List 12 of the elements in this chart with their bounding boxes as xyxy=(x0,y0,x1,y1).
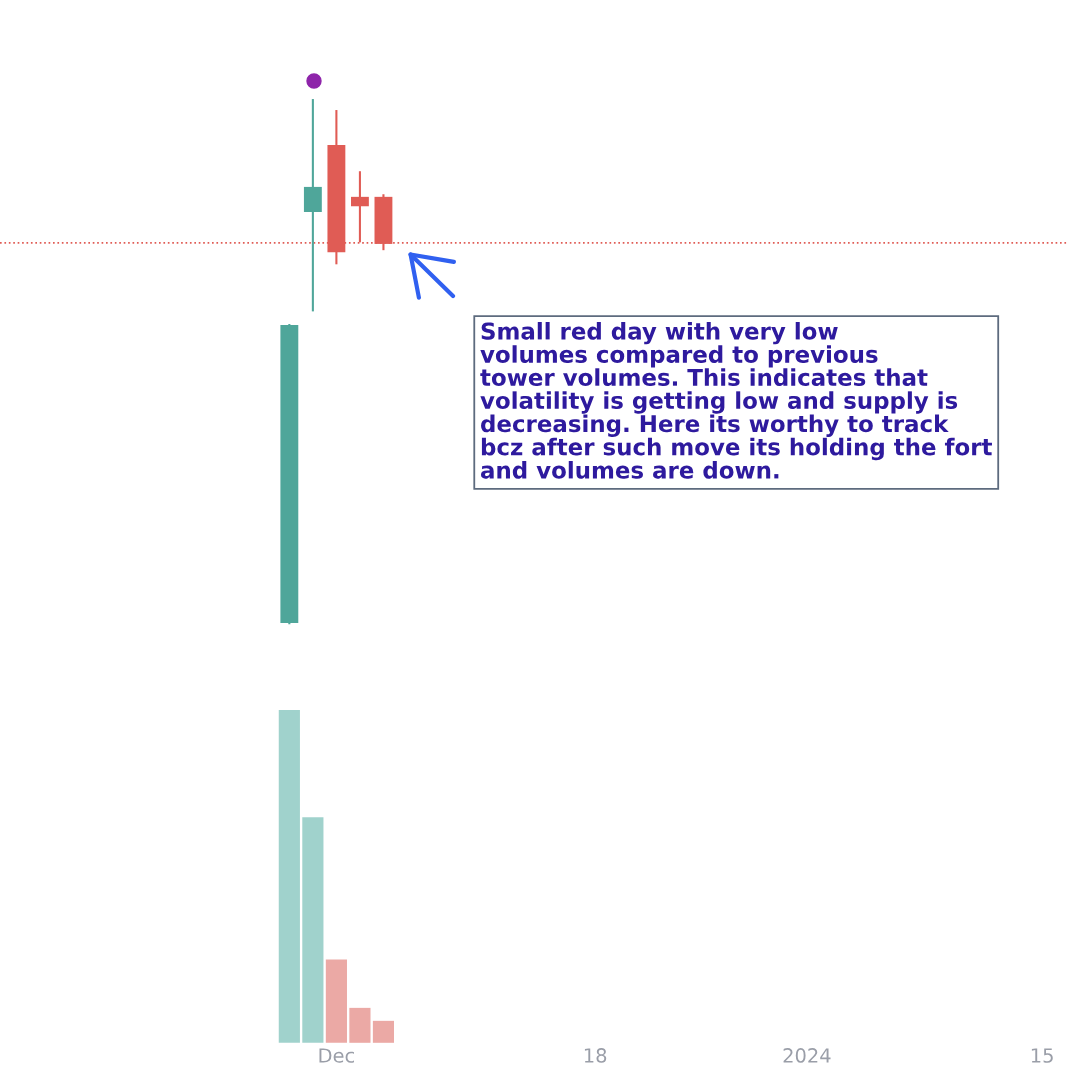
x-tick-label: 15 xyxy=(1031,1048,1053,1063)
bar xyxy=(302,817,324,1043)
bar xyxy=(349,1007,371,1043)
text: Small red day with very low volumes compared to previous tower volumes. This indicates that volatility is getting low and supply is decreasing. Here its worthy to track bcz after such move its holding the fort and volumes are down. xyxy=(480,322,992,479)
bar xyxy=(278,710,300,1043)
candlestick xyxy=(350,171,369,243)
x-tick-label: 2024 xyxy=(783,1048,831,1063)
bar xyxy=(325,959,347,1043)
x-tick-label: 18 xyxy=(584,1048,607,1063)
x-tick-label: Dec xyxy=(319,1048,354,1063)
candlestick xyxy=(303,99,322,312)
bar xyxy=(372,1020,395,1043)
